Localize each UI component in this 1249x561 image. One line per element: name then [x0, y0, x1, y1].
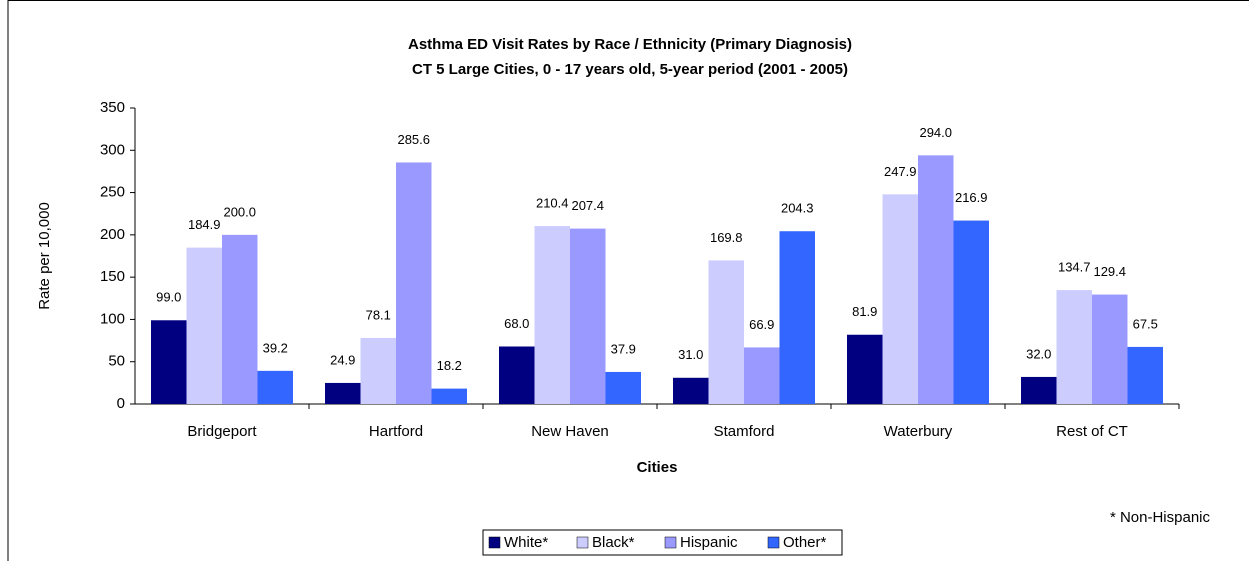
- bar: [918, 155, 954, 404]
- x-tick-label: Bridgeport: [187, 423, 257, 440]
- value-label: 169.8: [710, 230, 743, 245]
- y-tick-label: 0: [117, 395, 125, 412]
- value-label: 37.9: [611, 341, 636, 356]
- bar: [570, 228, 606, 404]
- value-label: 24.9: [330, 352, 355, 367]
- bar: [1056, 290, 1092, 404]
- legend-label: Other*: [783, 534, 827, 551]
- y-tick-label: 300: [100, 141, 125, 158]
- legend-box: [482, 529, 843, 556]
- value-label: 39.2: [263, 340, 288, 355]
- bar: [1092, 294, 1128, 404]
- bar: [360, 337, 396, 404]
- value-label: 129.4: [1093, 264, 1126, 279]
- value-label: 81.9: [852, 304, 877, 319]
- frame: [7, 0, 1249, 561]
- bar: [325, 382, 361, 404]
- legend-label: White*: [504, 534, 548, 551]
- value-label: 32.0: [1026, 346, 1051, 361]
- x-tick-label: Waterbury: [884, 423, 953, 440]
- value-label: 67.5: [1133, 316, 1158, 331]
- bar: [673, 377, 709, 404]
- bar: [431, 388, 467, 404]
- value-label: 134.7: [1058, 260, 1091, 275]
- bar: [222, 234, 258, 404]
- x-tick-label: Hartford: [369, 423, 423, 440]
- value-label: 66.9: [749, 317, 774, 332]
- legend-label: Hispanic: [680, 534, 738, 551]
- legend-label: Black*: [592, 534, 635, 551]
- bar: [605, 371, 641, 404]
- value-label: 247.9: [884, 164, 917, 179]
- value-label: 204.3: [781, 201, 814, 216]
- value-label: 216.9: [955, 190, 988, 205]
- value-label: 184.9: [188, 217, 221, 232]
- value-label: 78.1: [366, 307, 391, 322]
- value-label: 68.0: [504, 316, 529, 331]
- annotation: * Non-Hispanic: [1110, 509, 1211, 526]
- value-label: 285.6: [397, 132, 430, 147]
- value-label: 294.0: [919, 125, 952, 140]
- bar: [151, 320, 187, 404]
- bar: [257, 370, 293, 404]
- y-tick-label: 100: [100, 310, 125, 327]
- value-label: 207.4: [571, 198, 604, 213]
- bar: [847, 334, 883, 404]
- bar: [499, 346, 535, 404]
- y-tick-label: 150: [100, 268, 125, 285]
- chart-subtitle: CT 5 Large Cities, 0 - 17 years old, 5-y…: [412, 61, 848, 78]
- x-tick-label: New Haven: [531, 423, 609, 440]
- bar: [1127, 346, 1163, 404]
- value-label: 210.4: [536, 195, 569, 210]
- bar: [779, 231, 815, 404]
- bar: [708, 260, 744, 404]
- y-tick-label: 250: [100, 184, 125, 201]
- bar: [1021, 376, 1057, 404]
- legend-swatch: [767, 536, 780, 549]
- bar: [396, 162, 432, 404]
- x-tick-label: Rest of CT: [1056, 423, 1128, 440]
- value-label: 200.0: [223, 204, 256, 219]
- bar: [744, 347, 780, 404]
- y-axis-label: Rate per 10,000: [36, 202, 53, 310]
- legend-swatch: [576, 536, 589, 549]
- bar: [953, 220, 989, 404]
- bar: [534, 226, 570, 404]
- x-axis-label: Cities: [637, 459, 678, 476]
- legend-swatch: [664, 536, 677, 549]
- legend-swatch: [488, 536, 501, 549]
- chart-title: Asthma ED Visit Rates by Race / Ethnicit…: [408, 36, 852, 53]
- y-tick-label: 350: [100, 99, 125, 116]
- y-tick-label: 50: [108, 353, 125, 370]
- value-label: 18.2: [437, 358, 462, 373]
- value-label: 99.0: [156, 290, 181, 305]
- bar: [186, 247, 222, 404]
- value-label: 31.0: [678, 347, 703, 362]
- x-tick-label: Stamford: [714, 423, 775, 440]
- bar: [882, 194, 918, 404]
- y-tick-label: 200: [100, 226, 125, 243]
